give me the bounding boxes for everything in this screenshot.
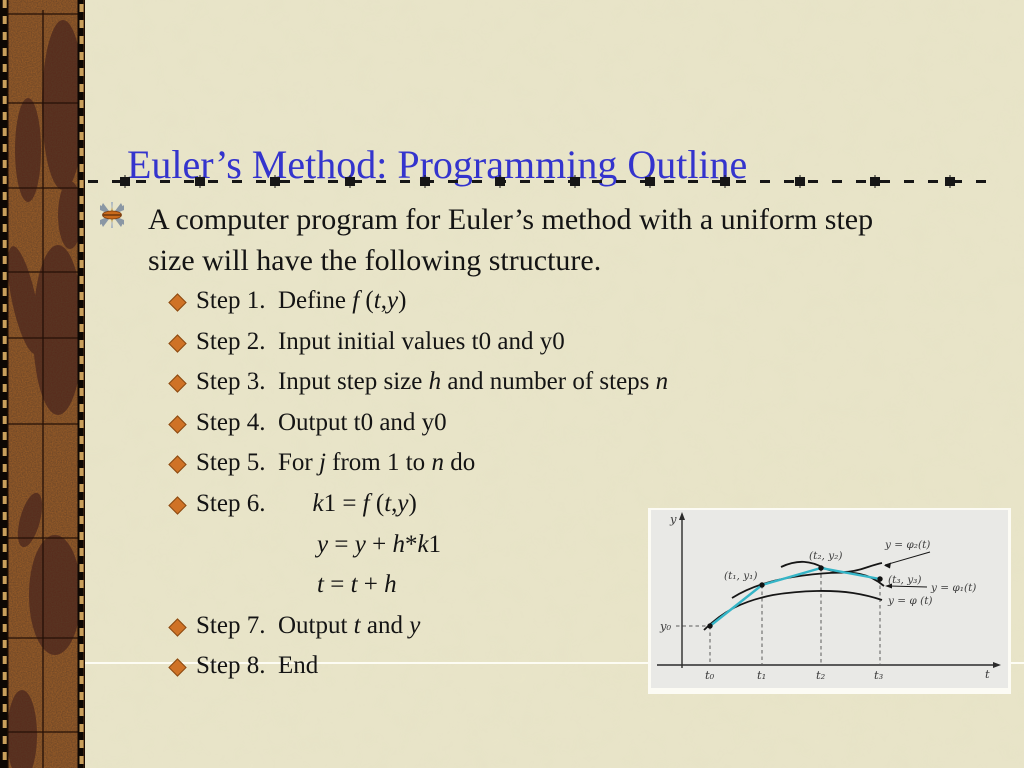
dashed-separator (88, 175, 988, 188)
tick-t3: t₃ (874, 668, 884, 682)
step-text: y = y + h*k1 (317, 530, 442, 558)
list-item: Step 2. Input initial values t0 and y0 (168, 327, 730, 369)
intro-line-1: A computer program for Euler’s method wi… (148, 203, 874, 236)
step-text: Step 5. For j from 1 to n do (196, 449, 476, 477)
tick-t1: t₁ (757, 668, 766, 682)
list-item: Step 7. Output t and y (168, 611, 730, 653)
list-item: Step 3. Input step size h and number of … (168, 368, 730, 409)
step-text: Step 6. k1 = f (t,y) (196, 489, 417, 517)
intro-line-2: size will have the following structure. (148, 244, 602, 277)
list-item: Step 6. k1 = f (t,y) (168, 489, 730, 531)
curve-label-phi: y = φ (t) (887, 595, 933, 607)
figure-plot-area (651, 510, 1008, 688)
y-axis-label: y (669, 512, 677, 526)
border-pattern (0, 0, 85, 768)
diamond-bullet-icon (168, 618, 187, 637)
diamond-bullet-icon (168, 658, 187, 678)
star-bullet-icon (97, 200, 127, 230)
steps-list: Step 1. Define f (t,y) Step 2. Input ini… (168, 287, 730, 693)
diamond-bullet-icon (168, 333, 187, 353)
tick-t2: t₂ (816, 668, 826, 682)
tick-t0: t₀ (705, 668, 715, 682)
list-item: Step 4. Output t0 and y0 (168, 408, 730, 450)
point-label-t1y1: (t₁, y₁) (724, 570, 757, 582)
intro-paragraph: A computer program for Euler’s method wi… (148, 199, 998, 281)
list-item: Step 1. Define f (t,y) (168, 287, 730, 328)
curve-label-phi2: y = φ₂(t) (884, 539, 930, 551)
point-label-t3y3: (t₃, y₃) (888, 574, 921, 586)
diamond-bullet-icon (168, 455, 187, 475)
diamond-bullet-icon (168, 415, 187, 434)
diamond-bullet-icon (168, 374, 187, 393)
step-text: Step 1. Define f (t,y) (196, 287, 407, 314)
y0-label: y₀ (659, 619, 671, 633)
step-text: Step 4. Output t0 and y0 (196, 408, 447, 436)
list-item: y = y + h*k1 (170, 531, 730, 572)
t-axis-label: t (985, 667, 990, 681)
step-text: t = t + h (317, 571, 397, 599)
step-text: Step 3. Input step size h and number of … (196, 368, 669, 396)
diamond-bullet-icon (168, 496, 187, 515)
point-label-t2y2: (t₂, y₂) (809, 550, 842, 562)
euler-method-figure: y t y₀ t₀ t₁ t₂ t₃ (t₁, y₁) (t₂, y₂) (t₃… (648, 508, 1011, 694)
curve-label-phi1: y = φ₁(t) (930, 582, 976, 594)
step-text: Step 7. Output t and y (196, 611, 421, 639)
step-text: Step 8. End (196, 652, 319, 680)
list-item: Step 8. End (168, 652, 730, 693)
list-item: t = t + h (170, 571, 730, 612)
list-item: Step 5. For j from 1 to n do (168, 449, 730, 490)
step-text: Step 2. Input initial values t0 and y0 (196, 327, 565, 355)
diamond-bullet-icon (168, 293, 187, 312)
